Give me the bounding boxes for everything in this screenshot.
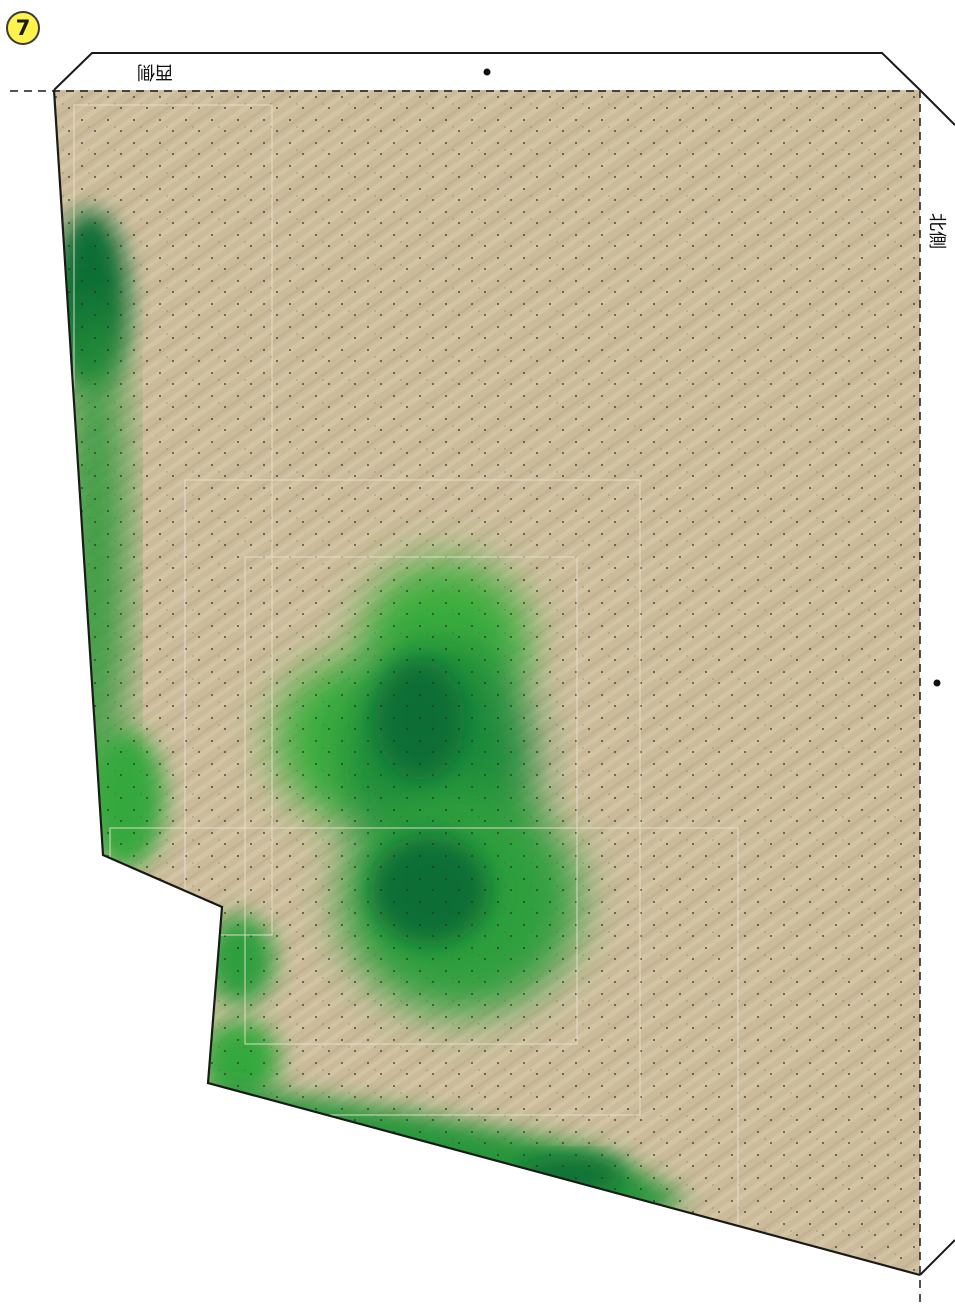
- west-side-label: 西側: [137, 61, 173, 82]
- right-bottom-flap-edge: [919, 1239, 955, 1276]
- piece-outline: [52, 89, 921, 1277]
- registration-dot-right: [933, 679, 941, 687]
- page-number-text: 7: [15, 16, 31, 40]
- registration-dot-top: [483, 68, 491, 76]
- right-top-flap-edge: [919, 89, 955, 126]
- north-side-label: 北側: [926, 213, 947, 249]
- page-number-badge: 7: [6, 11, 40, 45]
